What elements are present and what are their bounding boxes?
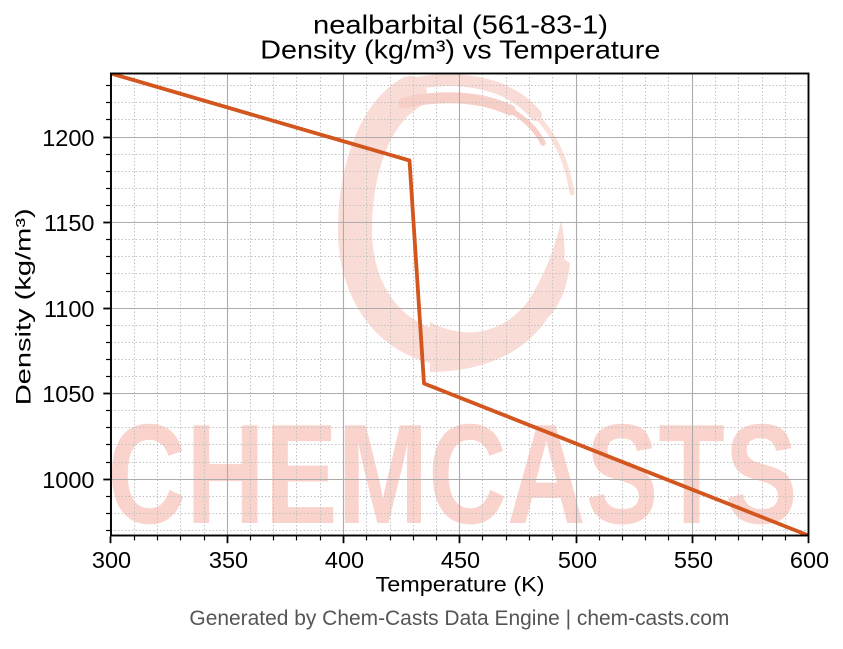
svg-text:400: 400 bbox=[325, 547, 364, 573]
svg-text:1150: 1150 bbox=[44, 210, 95, 236]
svg-text:1100: 1100 bbox=[44, 296, 95, 322]
svg-text:Temperature (K): Temperature (K) bbox=[376, 573, 545, 596]
svg-text:CHEMCASTS: CHEMCASTS bbox=[108, 396, 798, 554]
svg-text:1050: 1050 bbox=[42, 381, 94, 407]
svg-text:600: 600 bbox=[790, 547, 829, 573]
svg-text:1200: 1200 bbox=[42, 125, 94, 151]
svg-text:Density (kg/m³) vs Temperature: Density (kg/m³) vs Temperature bbox=[260, 35, 660, 65]
svg-text:450: 450 bbox=[441, 547, 480, 573]
svg-text:500: 500 bbox=[558, 547, 597, 573]
svg-text:nealbarbital (561-83-1): nealbarbital (561-83-1) bbox=[313, 10, 608, 40]
svg-text:300: 300 bbox=[92, 547, 131, 573]
svg-text:1000: 1000 bbox=[42, 467, 94, 493]
svg-text:Density (kg/m³): Density (kg/m³) bbox=[13, 208, 36, 405]
svg-text:Generated by Chem-Casts Data E: Generated by Chem-Casts Data Engine | ch… bbox=[189, 606, 729, 630]
svg-text:550: 550 bbox=[674, 547, 713, 573]
svg-text:350: 350 bbox=[209, 547, 248, 573]
